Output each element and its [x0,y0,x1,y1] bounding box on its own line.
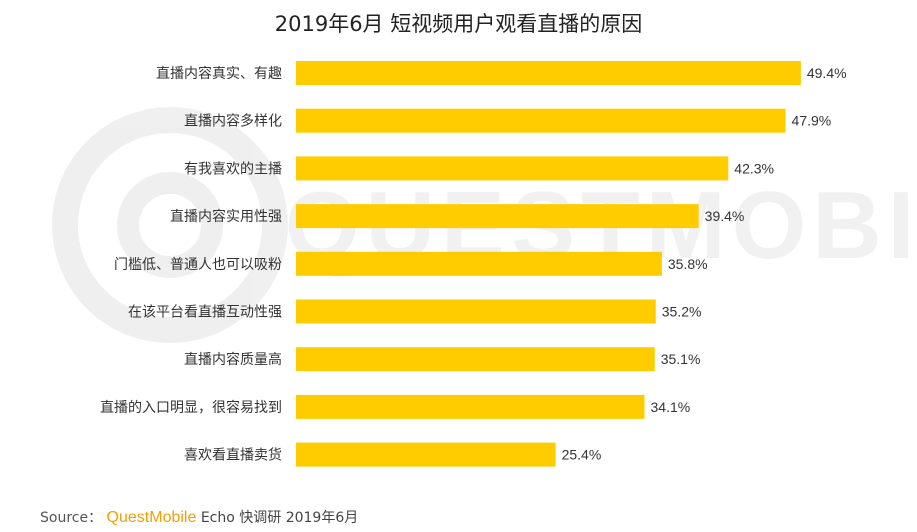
bar [296,204,699,229]
value-label: 35.8% [668,256,708,272]
source-line: Source： QuestMobile Echo 快调研 2019年6月 [40,507,358,527]
category-label: 有我喜欢的主播 [184,161,282,177]
bar [296,442,556,467]
bar [296,299,656,324]
bar [296,394,645,419]
value-label: 25.4% [562,447,602,463]
chart-title: 2019年6月 短视频用户观看直播的原因 [274,12,643,36]
value-label: 35.1% [661,351,701,367]
value-label: 39.4% [705,208,745,224]
source-text: Echo 快调研 2019年6月 [200,510,359,526]
watermark-logo-ring [52,107,288,343]
category-label: 直播内容质量高 [184,351,282,368]
value-label: 47.9% [792,113,832,129]
category-label: 直播的入口明显，很容易找到 [100,399,282,416]
bar [296,108,786,133]
source-label: Source： [40,510,103,526]
value-label: 42.3% [734,160,774,176]
category-label: 直播内容真实、有趣 [156,65,282,82]
value-label: 49.4% [807,65,847,81]
category-label: 在该平台看直播互动性强 [128,304,282,321]
bar [296,347,655,372]
category-label: 门槛低、普通人也可以吸粉 [114,257,282,273]
value-label: 35.2% [662,304,702,320]
value-label: 34.1% [651,399,691,415]
category-label: 直播内容多样化 [184,113,282,130]
watermark-logo-core [117,172,223,278]
category-label: 直播内容实用性强 [170,208,282,225]
bar [296,251,662,276]
bar [296,61,801,85]
category-label: 喜欢看直播卖货 [184,447,282,464]
source-brand: QuestMobile [106,509,197,526]
bars-layer: 直播内容真实、有趣 49.4% 直播内容多样化 47.9% 有我喜欢的主播 42.3% 直播… [100,61,847,467]
bar [296,156,729,181]
